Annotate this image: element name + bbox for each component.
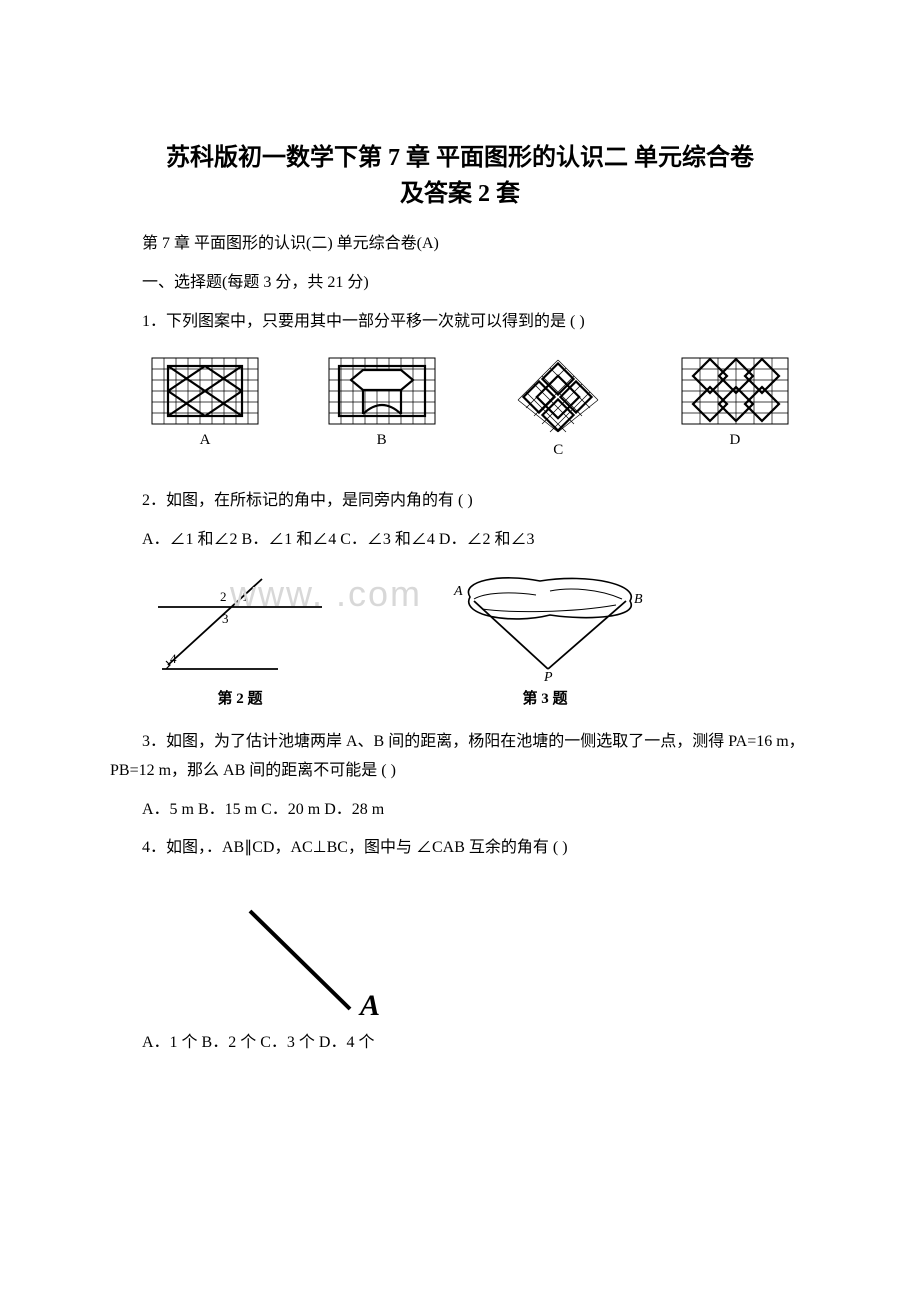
q1-label-d: D bbox=[680, 432, 790, 449]
q1-label-b: B bbox=[327, 432, 437, 449]
q2-caption: 第 2 题 bbox=[150, 687, 330, 708]
q3-label-b: B bbox=[634, 592, 643, 607]
q2-q3-figures: 1 2 3 4 第 2 题 A B P 第 3 题 bbox=[110, 565, 810, 712]
title-line1: 苏科版初一数学下第 7 章 平面图形的认识二 单元综合卷 bbox=[166, 145, 754, 171]
q4-letter-a: A bbox=[358, 989, 380, 1021]
q2-figure: 1 2 3 4 第 2 题 bbox=[150, 571, 330, 708]
question-2-options: A．∠1 和∠2 B．∠1 和∠4 C．∠3 和∠4 D．∠2 和∠3 bbox=[110, 526, 810, 555]
q1-figure-c: C bbox=[503, 356, 613, 459]
section-heading: 一、选择题(每题 3 分，共 21 分) bbox=[110, 269, 810, 298]
q3-caption: 第 3 题 bbox=[440, 687, 650, 708]
q1-figure-d: D bbox=[680, 356, 790, 459]
q4-figure: A bbox=[110, 873, 810, 1029]
q1-figures: A B bbox=[110, 346, 810, 463]
subtitle: 第 7 章 平面图形的认识(二) 单元综合卷(A) bbox=[110, 230, 810, 259]
title-line2: 及答案 2 套 bbox=[400, 181, 520, 207]
angle-3-label: 3 bbox=[222, 611, 229, 626]
q3-label-p: P bbox=[543, 670, 553, 681]
question-1: 1．下列图案中，只要用其中一部分平移一次就可以得到的是 ( ) bbox=[110, 308, 810, 337]
q1-figure-a: A bbox=[150, 356, 260, 459]
q1-figure-b: B bbox=[327, 356, 437, 459]
q3-figure: A B P 第 3 题 bbox=[440, 571, 650, 708]
question-3: 3．如图，为了估计池塘两岸 A、B 间的距离，杨阳在池塘的一侧选取了一点，测得 … bbox=[110, 728, 810, 786]
q1-label-a: A bbox=[150, 432, 260, 449]
q1-label-c: C bbox=[503, 442, 613, 459]
question-3-options: A．5 m B．15 m C．20 m D．28 m bbox=[110, 796, 810, 825]
angle-1-label: 1 bbox=[242, 589, 249, 604]
question-2: 2．如图，在所标记的角中，是同旁内角的有 ( ) bbox=[110, 487, 810, 516]
angle-4-label: 4 bbox=[170, 651, 177, 666]
question-4: 4．如图，．AB∥CD，AC⊥BC，图中与 ∠CAB 互余的角有 ( ) bbox=[110, 834, 810, 863]
angle-2-label: 2 bbox=[220, 589, 227, 604]
question-4-options: A．1 个 B．2 个 C．3 个 D．4 个 bbox=[110, 1029, 810, 1058]
q3-label-a: A bbox=[453, 584, 463, 599]
